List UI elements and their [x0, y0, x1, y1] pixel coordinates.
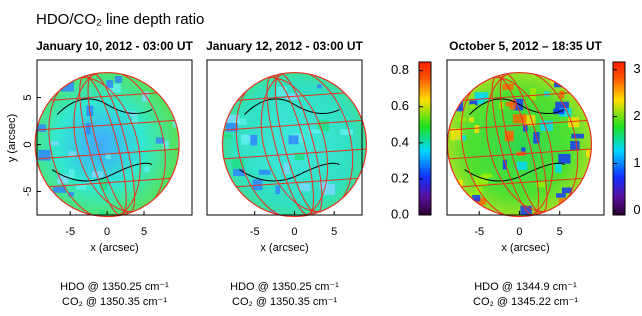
disk-patch [241, 134, 249, 144]
disk-patch [509, 216, 517, 228]
disk-patch [76, 185, 87, 190]
x-axis-label: x (arcsec) [260, 242, 308, 254]
colorbar [613, 62, 625, 215]
disk-patch [299, 184, 310, 191]
disk-patch [481, 174, 492, 178]
disk-patch [474, 125, 479, 133]
colorbar-tick-label: 0.0 [391, 206, 409, 221]
disk-patch [115, 76, 122, 83]
y-tick-label: -5 [22, 187, 34, 197]
disk-patch [250, 135, 257, 146]
panel-title: January 12, 2012 - 03:00 UT [206, 39, 363, 53]
disk-patch [454, 194, 463, 200]
colorbar-tick-label: 0.8 [391, 62, 409, 77]
disk-patch [340, 129, 353, 135]
disk [447, 60, 595, 228]
y-tick-label: 5 [22, 95, 34, 101]
x-axis-label: x (arcsec) [90, 242, 138, 254]
disk-patch [530, 88, 536, 100]
colorbar [419, 62, 431, 215]
colorbar-tick-label: 3 [633, 61, 640, 76]
disk-patch [562, 187, 572, 193]
disk-patch [144, 167, 149, 173]
disk-patch [517, 162, 527, 170]
disk-patch [461, 196, 466, 204]
disk-patch [86, 123, 91, 134]
disk-patch [469, 117, 474, 122]
disk-patch [106, 80, 113, 88]
disk-patch [69, 169, 75, 177]
disk-patch [175, 206, 188, 216]
x-tick-label: 5 [141, 226, 147, 238]
disk-patch [470, 104, 475, 108]
note: HDO @ 1344.9 cm⁻¹ [474, 281, 577, 293]
colorbar-tick-label: 0.4 [391, 134, 409, 149]
disk-patch [289, 135, 299, 144]
disk-patch [100, 179, 107, 190]
disk-patch [317, 84, 322, 88]
x-tick-label: 5 [331, 226, 337, 238]
disk-patch [555, 163, 561, 173]
disk-patch [571, 134, 584, 139]
x-tick-label: -5 [250, 226, 260, 238]
note: CO₂ @ 1350.35 cm⁻¹ [232, 296, 337, 308]
panel-title: January 10, 2012 - 03:00 UT [36, 39, 193, 53]
disk-patch [224, 77, 230, 83]
colorbar-tick-label: 1 [633, 155, 640, 170]
disk-patch [284, 163, 290, 174]
x-tick-label: 0 [291, 226, 297, 238]
disk-patch [224, 134, 233, 138]
disk-patch [275, 186, 280, 195]
disk-patch [559, 91, 564, 99]
disk [34, 60, 190, 228]
disk-patch [259, 170, 271, 175]
colorbar-tick-label: 0.6 [391, 98, 409, 113]
disk-patch [556, 193, 566, 197]
disk-patch [570, 141, 579, 151]
note: HDO @ 1350.25 cm⁻¹ [60, 281, 169, 293]
figure-title: HDO/CO₂ line depth ratio [36, 11, 204, 28]
disk-patch [513, 114, 527, 123]
x-tick-label: 0 [516, 226, 522, 238]
x-tick-label: 5 [557, 226, 563, 238]
note: HDO @ 1350.25 cm⁻¹ [230, 281, 339, 293]
disk-patch [355, 215, 362, 223]
x-tick-label: -5 [474, 226, 484, 238]
disk [222, 60, 368, 228]
disk-patch [558, 154, 570, 164]
disk-patch [51, 141, 59, 145]
disk-patch [233, 169, 245, 176]
panel-title: October 5, 2012 – 18:35 UT [449, 39, 602, 53]
disk-patch [59, 73, 69, 78]
colorbar-tick-label: 2 [633, 108, 640, 123]
colorbar-tick-label: 0.2 [391, 170, 409, 185]
x-axis-label: x (arcsec) [501, 242, 549, 254]
note: CO₂ @ 1345.22 cm⁻¹ [473, 296, 578, 308]
note: CO₂ @ 1350.35 cm⁻¹ [62, 296, 167, 308]
y-tick-label: 0 [22, 141, 34, 147]
colorbar-tick-label: 0 [633, 202, 640, 217]
figure: HDO/CO₂ line depth ratio January 10, 201… [0, 0, 642, 311]
disk-patch [48, 79, 56, 88]
y-axis-label: y (arcsec) [6, 114, 18, 162]
x-tick-label: -5 [65, 226, 75, 238]
x-tick-label: 0 [104, 226, 110, 238]
